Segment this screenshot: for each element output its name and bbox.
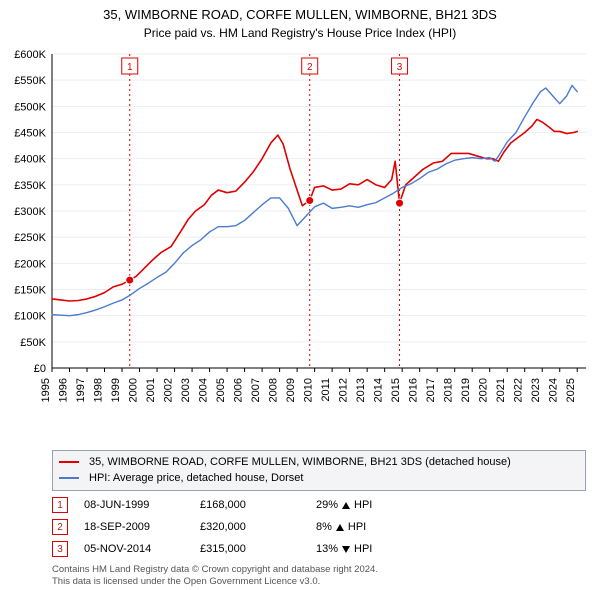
event-marker: [126, 276, 134, 284]
event-marker: [396, 199, 404, 207]
ytick-label: £50K: [20, 337, 46, 349]
xtick-label: 2004: [198, 378, 210, 402]
chart-title: 35, WIMBORNE ROAD, CORFE MULLEN, WIMBORN…: [0, 0, 600, 41]
ytick-label: £100K: [14, 311, 46, 323]
footnote: Contains HM Land Registry data © Crown c…: [52, 564, 586, 588]
event-vs: HPI: [348, 521, 366, 533]
event-row: 3 05-NOV-2014 £315,000 13% HPI: [52, 538, 586, 560]
event-price: £320,000: [200, 521, 300, 533]
xtick-label: 1996: [58, 378, 70, 402]
event-price: £168,000: [200, 499, 300, 511]
event-index-box: 3: [52, 541, 68, 557]
ytick-label: £0: [34, 363, 46, 375]
event-marker: [306, 197, 314, 205]
xtick-label: 2019: [460, 378, 472, 402]
ytick-label: £300K: [14, 206, 46, 218]
ytick-label: £600K: [14, 49, 46, 61]
xtick-label: 2018: [443, 378, 455, 402]
event-date: 18-SEP-2009: [84, 521, 184, 533]
event-flag: 1: [122, 58, 138, 74]
xtick-label: 2017: [425, 378, 437, 402]
event-flag: 2: [302, 58, 318, 74]
event-index-box: 1: [52, 497, 68, 513]
legend-swatch-property: [59, 461, 79, 463]
ytick-label: £350K: [14, 180, 46, 192]
xtick-label: 2003: [180, 378, 192, 402]
xtick-label: 2011: [320, 378, 332, 402]
xtick-label: 2023: [530, 378, 542, 402]
xtick-label: 2025: [565, 378, 577, 402]
legend-label-hpi: HPI: Average price, detached house, Dors…: [89, 472, 303, 484]
xtick-label: 2013: [355, 378, 367, 402]
event-flag-num: 3: [397, 62, 403, 73]
event-flag: 3: [392, 58, 408, 74]
legend: 35, WIMBORNE ROAD, CORFE MULLEN, WIMBORN…: [52, 450, 586, 491]
event-flag-num: 2: [307, 62, 313, 73]
xtick-label: 2007: [250, 378, 262, 402]
chart-root: { "title_line1": "35, WIMBORNE ROAD, COR…: [0, 0, 600, 590]
title-line-1: 35, WIMBORNE ROAD, CORFE MULLEN, WIMBORN…: [103, 7, 497, 22]
event-date: 05-NOV-2014: [84, 543, 184, 555]
legend-label-property: 35, WIMBORNE ROAD, CORFE MULLEN, WIMBORN…: [89, 456, 511, 468]
xtick-label: 1997: [75, 378, 87, 402]
line-chart: £0£50K£100K£150K£200K£250K£300K£350K£400…: [52, 54, 586, 368]
xtick-label: 2016: [408, 378, 420, 402]
event-direction: 8% HPI: [316, 521, 366, 533]
event-price: £315,000: [200, 543, 300, 555]
xtick-label: 2012: [338, 378, 350, 402]
title-line-2: Price paid vs. HM Land Registry's House …: [144, 26, 456, 40]
event-direction: 13% HPI: [316, 543, 372, 555]
events-table: 1 08-JUN-1999 £168,000 29% HPI 2 18-SEP-2009 £3…: [52, 494, 586, 560]
xtick-label: 1999: [110, 378, 122, 402]
xtick-label: 2006: [233, 378, 245, 402]
xtick-label: 2024: [548, 378, 560, 402]
event-date: 08-JUN-1999: [84, 499, 184, 511]
xtick-label: 1998: [93, 378, 105, 402]
series-property: [52, 119, 577, 301]
event-flag-num: 1: [127, 62, 133, 73]
ytick-label: £450K: [14, 128, 46, 140]
footnote-line-1: Contains HM Land Registry data © Crown c…: [52, 564, 378, 575]
xtick-label: 2001: [145, 378, 157, 402]
legend-swatch-hpi: [59, 477, 79, 479]
xtick-label: 2009: [285, 378, 297, 402]
ytick-label: £500K: [14, 101, 46, 113]
ytick-label: £150K: [14, 285, 46, 297]
legend-item-hpi: HPI: Average price, detached house, Dors…: [59, 470, 579, 486]
event-index-box: 2: [52, 519, 68, 535]
event-row: 2 18-SEP-2009 £320,000 8% HPI: [52, 516, 586, 538]
arrow-down-icon: [342, 546, 350, 553]
ytick-label: £400K: [14, 154, 46, 166]
event-pct: 8%: [316, 521, 332, 533]
legend-item-property: 35, WIMBORNE ROAD, CORFE MULLEN, WIMBORN…: [59, 454, 579, 470]
xtick-label: 1995: [40, 378, 52, 402]
event-vs: HPI: [354, 499, 372, 511]
xtick-label: 2008: [268, 378, 280, 402]
event-pct: 29%: [316, 499, 338, 511]
xtick-label: 2022: [513, 378, 525, 402]
footnote-line-2: This data is licensed under the Open Gov…: [52, 576, 320, 587]
xtick-label: 2020: [478, 378, 490, 402]
ytick-label: £200K: [14, 258, 46, 270]
event-direction: 29% HPI: [316, 499, 372, 511]
arrow-up-icon: [342, 502, 350, 509]
event-pct: 13%: [316, 543, 338, 555]
xtick-label: 2021: [495, 378, 507, 402]
xtick-label: 2005: [215, 378, 227, 402]
xtick-label: 2000: [128, 378, 140, 402]
ytick-label: £550K: [14, 75, 46, 87]
xtick-label: 2015: [390, 378, 402, 402]
xtick-label: 2010: [303, 378, 315, 402]
event-row: 1 08-JUN-1999 £168,000 29% HPI: [52, 494, 586, 516]
arrow-up-icon: [336, 524, 344, 531]
event-vs: HPI: [354, 543, 372, 555]
xtick-label: 2002: [163, 378, 175, 402]
ytick-label: £250K: [14, 232, 46, 244]
xtick-label: 2014: [373, 378, 385, 402]
